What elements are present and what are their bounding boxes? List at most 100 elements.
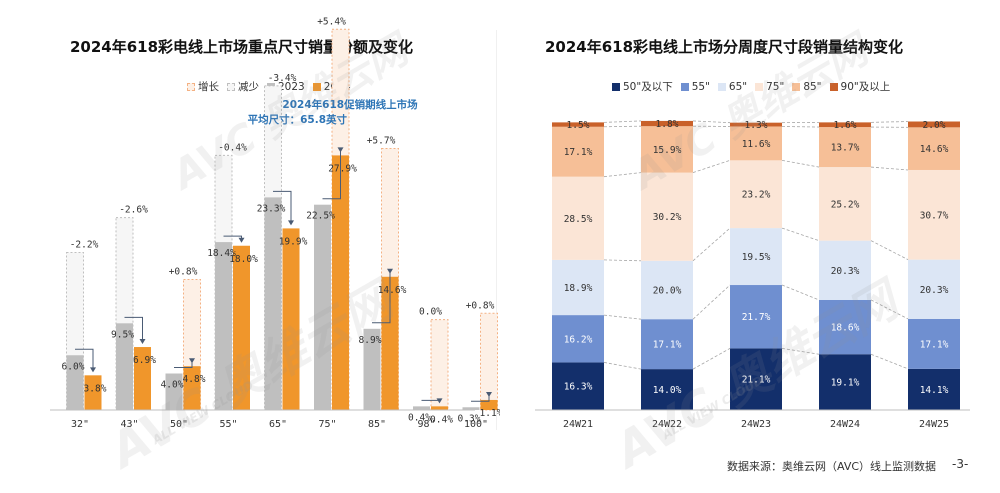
left-chart-title: 2024年618彩电线上市场重点尺寸销量份额及变化 [70,38,414,56]
legend-label-65: 65" [728,80,748,93]
change-label-1: -2.6% [119,205,148,216]
bar-2023-7 [413,406,430,410]
change-label-6: +5.7% [367,135,396,146]
connector-0-6 [603,120,642,123]
segment-s85-2 [730,126,782,161]
segment-s55-3 [819,299,871,355]
segment-label-s75-1: 30.2% [653,212,682,223]
segment-s90-1 [641,120,693,127]
connector-2-2 [781,284,820,301]
change-box-8 [480,312,498,411]
change-label-4: -3.4% [268,73,297,84]
x-tick-label-1: 24W22 [652,419,682,430]
segment-label-s90-3: 1.6% [834,120,857,131]
segment-label-s85-1: 15.9% [653,145,682,156]
data-source-note: 数据来源：奥维云网（AVC）线上监测数据 [727,460,937,473]
legend-swatch-increase [187,82,195,91]
bar-2024-3 [233,245,250,410]
legend-item-90: 90"及以上 [829,79,891,94]
connector-3-4 [870,166,909,171]
connector-2-4 [781,159,820,168]
segment-s65-2 [730,228,782,286]
segment-label-s90-1: 1.8% [656,119,679,130]
x-tick-label-4: 65" [269,419,287,430]
segment-label-s50-3: 19.1% [831,378,860,389]
change-arrowhead-2 [189,358,195,364]
bar-2024-0 [84,375,102,410]
bar-2024-7 [431,406,448,410]
segment-label-s50-2: 21.1% [742,375,771,386]
legend-item-65: 65" [717,80,748,93]
segment-label-s65-4: 20.3% [920,285,949,296]
bar-2024-8 [480,399,498,410]
segment-s75-0 [552,176,604,260]
bar-2023-5 [314,204,331,410]
connector-1-3 [692,227,731,262]
connector-0-5 [603,125,642,128]
x-tick-label-1: 43" [120,419,138,430]
change-arrow-0 [75,348,94,370]
segment-s65-1 [641,260,693,320]
change-label-7: 0.0% [419,307,442,318]
value-label-2024-0: 3.8% [84,383,107,394]
change-arrow-1 [124,316,143,342]
connector-2-1 [781,347,820,355]
bar-2024-1 [134,347,151,410]
left-bar-chart: 6.0% 3.8% -2.2% 32" 9.5% 6.9% -2.6% 43" 4.0% 4.8%… [50,16,500,430]
annotation-line-2: 平均尺寸：65.8英寸 [248,113,348,126]
change-arrowhead-0 [90,367,96,373]
segment-label-s90-2: 1.3% [745,120,768,131]
connector-0-3 [603,259,642,262]
bar-2023-8 [462,407,480,410]
segment-label-s65-1: 20.0% [653,285,682,296]
panel-divider [496,30,497,430]
legend-swatch-90 [829,82,838,91]
connector-2-5 [781,126,820,128]
change-label-0: -2.2% [70,240,99,251]
legend-label-55: 55" [691,80,710,93]
value-label-2024-6: 14.6% [378,285,407,296]
legend-swatch-65 [717,82,726,91]
bar-2023-0 [66,355,84,410]
change-arrow-5 [322,149,341,200]
value-label-2024-3: 18.0% [229,254,258,265]
value-label-2023-7: 0.4% [408,412,431,423]
annotation-line-1: 2024年618促销期线上市场 [282,98,418,111]
bar-2023-3 [215,242,232,410]
segment-s85-1 [641,126,693,173]
connector-0-2 [603,314,642,320]
bar-2024-2 [183,366,201,410]
legend-item-85: 85" [792,81,822,93]
segment-s90-3 [819,122,871,128]
segment-label-s75-2: 23.2% [742,190,771,201]
value-label-2023-4: 23.3% [257,203,286,214]
connector-3-3 [870,240,909,260]
bar-2023-4 [264,197,282,410]
bar-2024-4 [282,228,300,410]
segment-s85-3 [819,127,871,168]
change-arrowhead-7 [436,398,443,404]
segment-s65-3 [819,240,871,300]
value-label-2024-4: 19.9% [279,236,308,247]
bar-2023-2 [165,373,183,410]
change-arrowhead-8 [486,391,492,397]
legend-item-50: 50"及以下 [612,79,673,94]
connector-1-2 [692,284,731,320]
change-label-3: -0.4% [218,142,247,153]
value-label-2024-1: 6.9% [133,355,156,366]
segment-label-s85-0: 17.1% [564,147,593,158]
segment-s75-2 [730,160,782,229]
segment-s75-1 [641,172,693,261]
segment-s50-4 [908,368,960,410]
x-tick-label-5: 75" [318,419,336,430]
legend-label-90: 90"及以上 [840,81,891,93]
x-tick-label-0: 24W21 [563,419,593,430]
segment-s65-0 [552,259,604,316]
change-label-5: +5.4% [317,16,346,27]
connector-3-6 [870,121,909,123]
legend-label-50: 50"及以下 [623,81,673,93]
right-stacked-chart: 16.3% 16.2% 18.9% 28.5% 17.1% 1.5% 24W21 14.0% 1… [535,119,970,430]
change-box-7 [430,319,449,411]
x-tick-label-6: 85" [368,419,386,430]
legend-swatch-75 [755,82,764,91]
